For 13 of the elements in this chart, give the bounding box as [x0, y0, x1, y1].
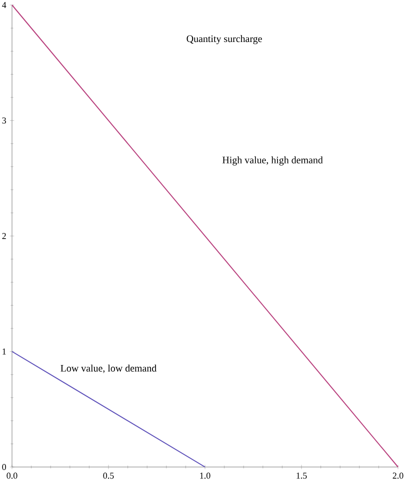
y-tick-label: 3 [2, 117, 6, 124]
x-tick-label: 2.0 [392, 472, 404, 479]
annotation: Low value, low demand [60, 364, 157, 374]
y-tick-label: 4 [2, 2, 6, 8]
y-tick-label: 2 [2, 233, 6, 239]
x-tick-label: 0.0 [6, 472, 18, 479]
annotation: High value, high demand [222, 156, 323, 166]
annotation: Quantity surcharge [186, 35, 262, 44]
x-tick-label: 1.0 [200, 472, 210, 479]
y-tick-label: 0 [2, 464, 6, 470]
x-tick-label: 0.5 [103, 472, 114, 479]
y-tick-label: 1 [2, 348, 6, 354]
x-tick-label: 1.5 [296, 472, 307, 479]
